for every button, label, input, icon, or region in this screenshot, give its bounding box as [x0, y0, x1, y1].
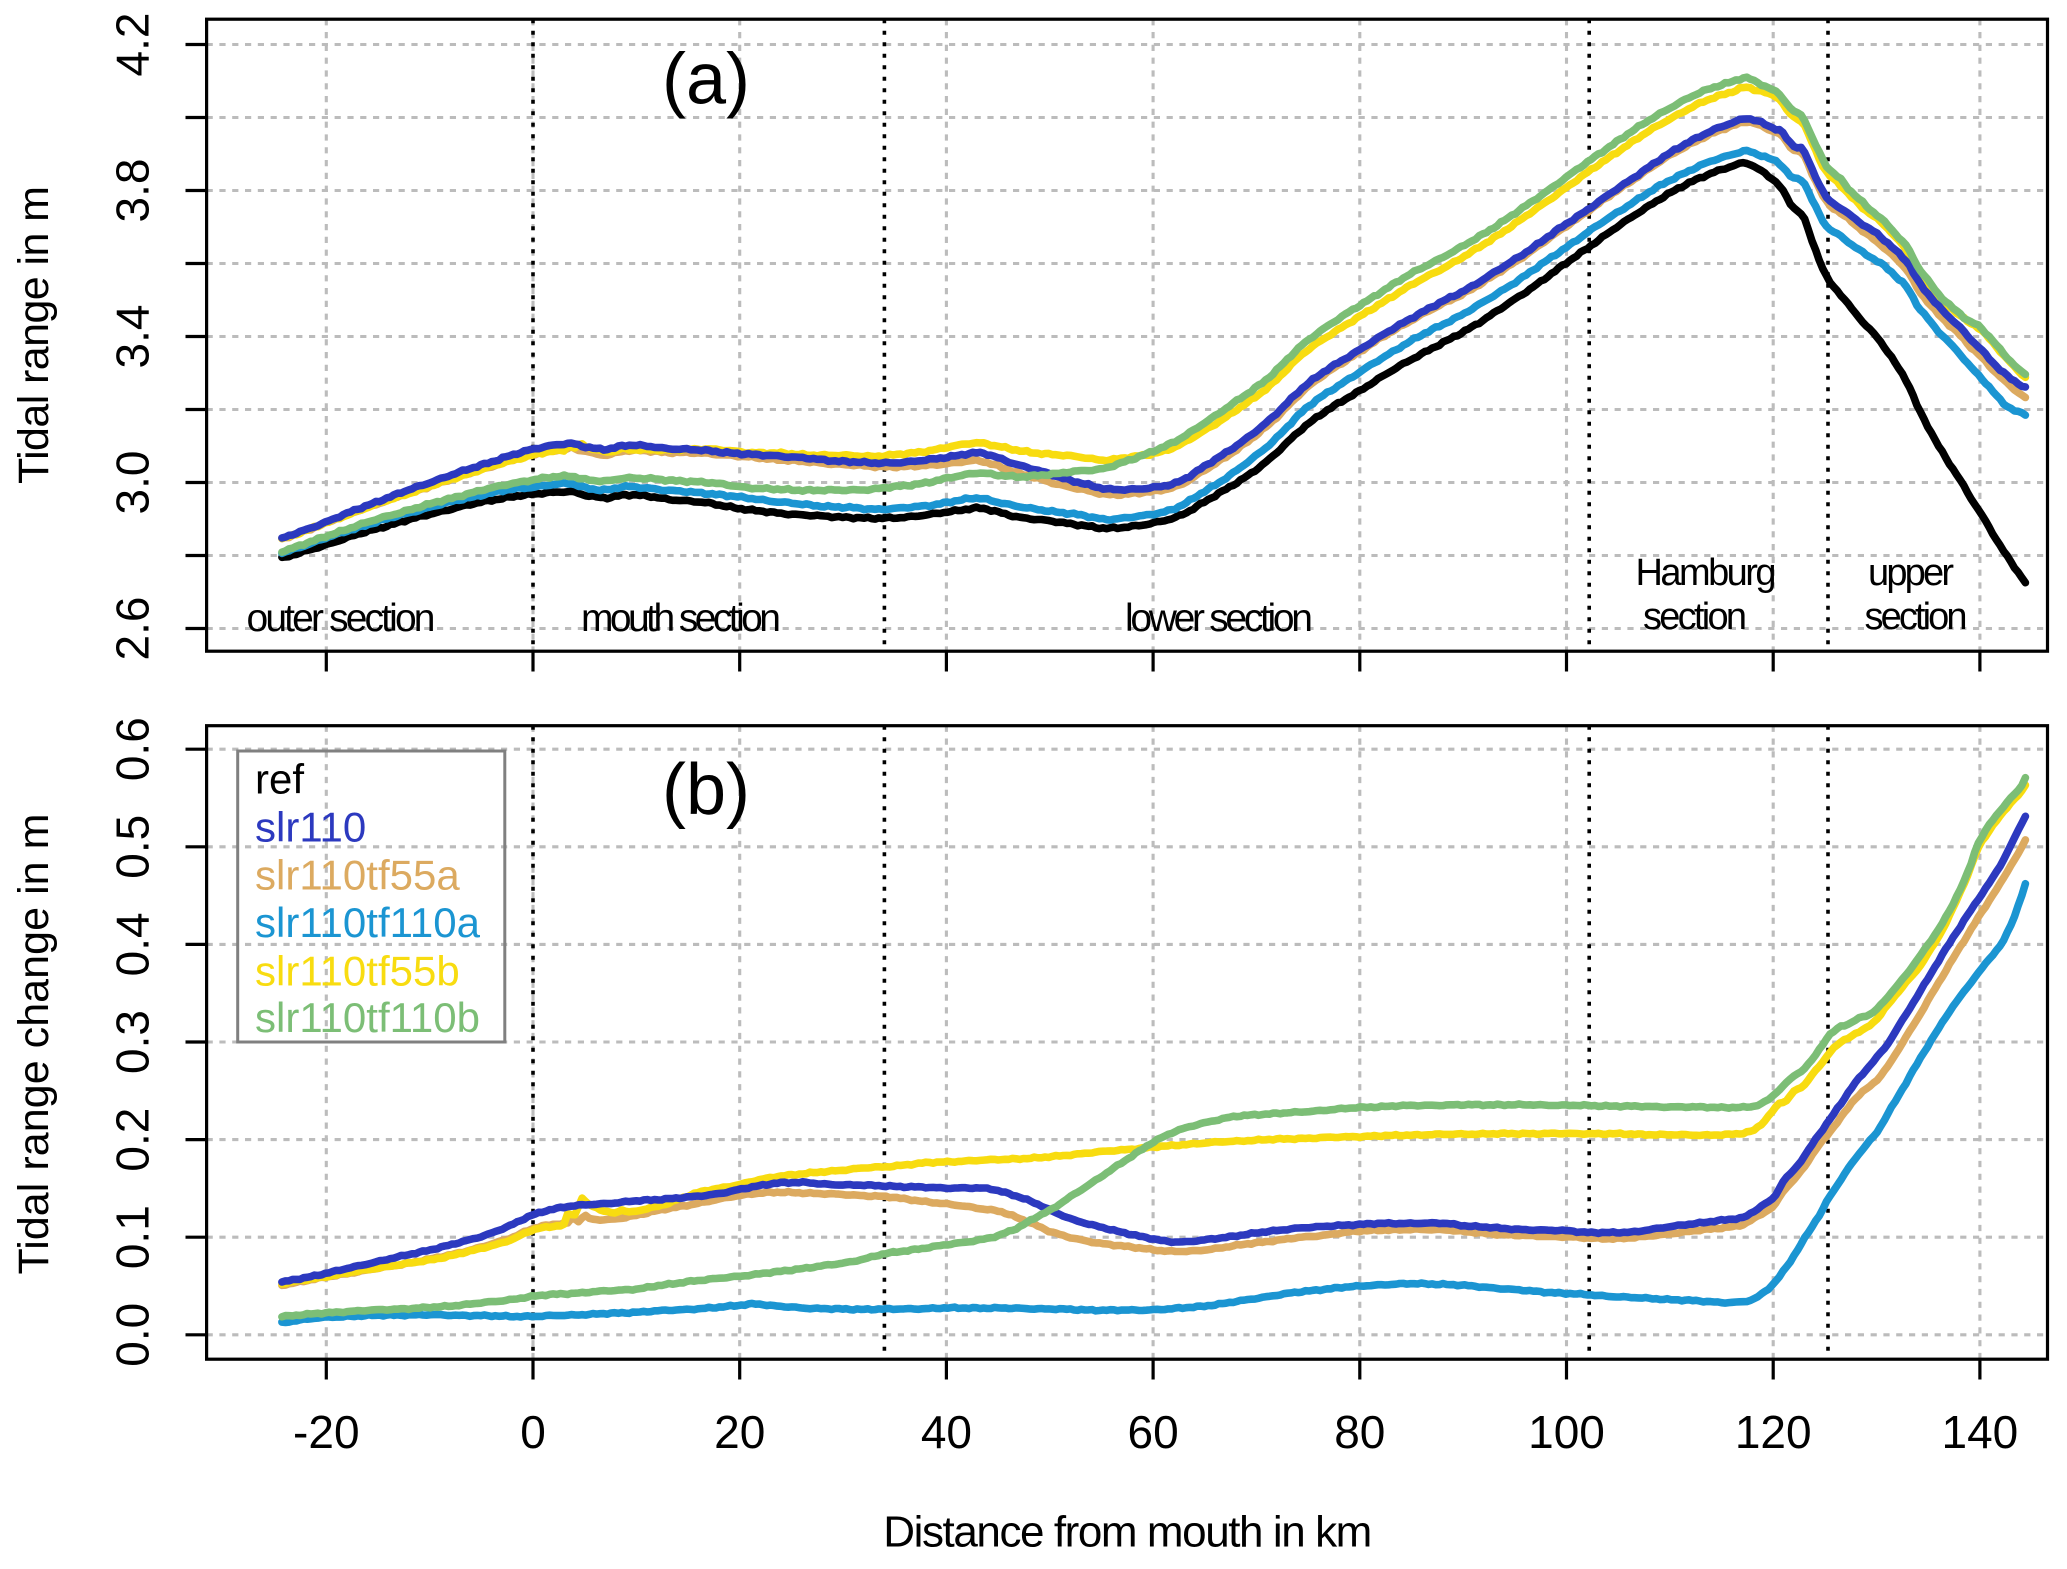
svg-text:slr110tf55a: slr110tf55a [255, 851, 460, 898]
svg-text:3.0: 3.0 [107, 451, 159, 515]
svg-text:4.2: 4.2 [107, 13, 159, 77]
svg-text:2.6: 2.6 [107, 597, 159, 661]
svg-text:slr110: slr110 [255, 803, 366, 850]
svg-text:80: 80 [1334, 1406, 1385, 1458]
svg-text:slr110tf55b: slr110tf55b [255, 948, 460, 995]
svg-text:100: 100 [1528, 1406, 1605, 1458]
svg-text:slr110tf110a: slr110tf110a [255, 899, 481, 946]
svg-text:20: 20 [714, 1406, 765, 1458]
svg-text:Distance from mouth in km: Distance from mouth in km [883, 1508, 1372, 1557]
svg-text:0: 0 [520, 1406, 546, 1458]
svg-text:0.4: 0.4 [107, 912, 159, 976]
svg-text:0.1: 0.1 [107, 1205, 159, 1269]
svg-text:40: 40 [921, 1406, 972, 1458]
svg-text:3.4: 3.4 [107, 305, 159, 369]
svg-text:Hamburg: Hamburg [1636, 552, 1777, 594]
svg-text:mouth section: mouth section [581, 597, 781, 640]
svg-text:140: 140 [1942, 1406, 2019, 1458]
svg-text:(a): (a) [662, 40, 750, 120]
svg-text:0.0: 0.0 [107, 1303, 159, 1367]
svg-text:outer section: outer section [247, 597, 436, 640]
svg-text:ref: ref [255, 756, 304, 803]
svg-text:upper: upper [1868, 552, 1954, 594]
svg-text:Tidal range in m: Tidal range in m [10, 186, 58, 484]
svg-text:(b): (b) [662, 750, 750, 830]
svg-text:3.8: 3.8 [107, 159, 159, 223]
svg-text:0.6: 0.6 [107, 717, 159, 781]
svg-text:section: section [1865, 596, 1968, 638]
svg-text:0.5: 0.5 [107, 815, 159, 879]
svg-text:slr110tf110b: slr110tf110b [255, 994, 480, 1041]
svg-text:-20: -20 [293, 1406, 359, 1458]
svg-text:Tidal range change in m: Tidal range change in m [10, 814, 58, 1275]
svg-text:0.2: 0.2 [107, 1108, 159, 1172]
svg-text:section: section [1643, 596, 1747, 638]
svg-text:lower section: lower section [1125, 597, 1313, 640]
svg-text:0.3: 0.3 [107, 1010, 159, 1074]
svg-text:120: 120 [1735, 1406, 1812, 1458]
svg-text:60: 60 [1128, 1406, 1179, 1458]
